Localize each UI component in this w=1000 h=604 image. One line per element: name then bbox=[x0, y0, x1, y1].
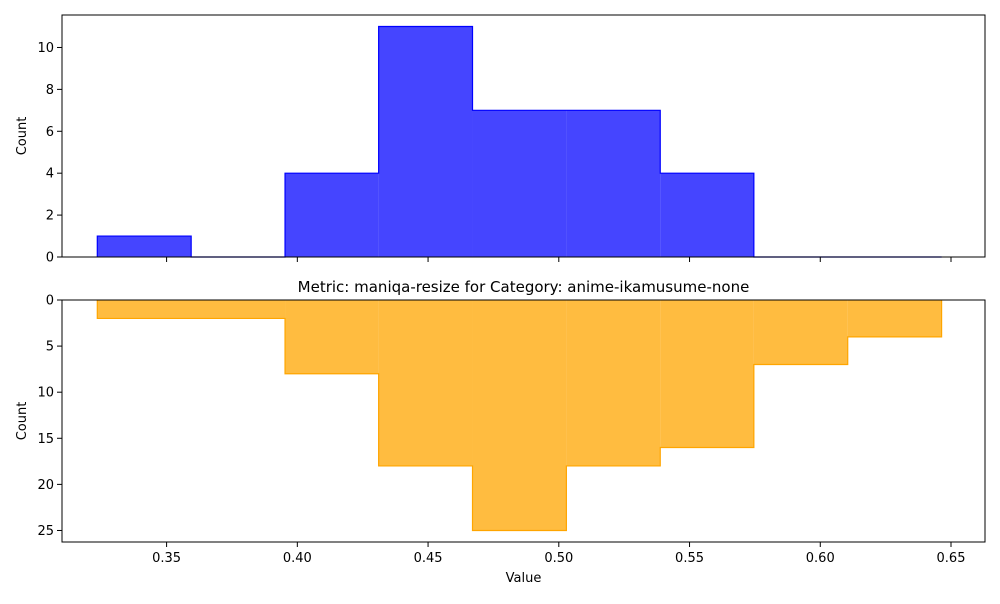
y-tick-label: 6 bbox=[46, 125, 54, 140]
x-tick-label: 0.65 bbox=[937, 551, 966, 566]
x-tick-label: 0.40 bbox=[283, 551, 312, 566]
histogram-bar bbox=[378, 300, 473, 466]
top-histogram-bars bbox=[96, 25, 942, 258]
histogram-step-outline bbox=[96, 300, 943, 532]
y-tick-label: 10 bbox=[37, 41, 54, 56]
bottom-y-ticks: 0 5 10 15 20 25 bbox=[37, 294, 62, 539]
y-tick-label: 0 bbox=[46, 251, 54, 266]
histogram-bar bbox=[660, 300, 754, 448]
y-tick-label: 5 bbox=[46, 340, 54, 355]
bottom-y-axis-label: Count bbox=[15, 402, 30, 441]
bottom-x-axis-label: Value bbox=[506, 571, 542, 586]
top-histogram-panel: 0 2 4 6 8 10 Count bbox=[15, 14, 986, 266]
bottom-x-ticks: 0.35 0.40 0.45 0.50 0.55 0.60 0.65 bbox=[152, 542, 965, 566]
histogram-bar bbox=[97, 300, 286, 319]
y-tick-label: 15 bbox=[37, 432, 54, 447]
y-tick-label: 0 bbox=[46, 294, 54, 309]
histogram-bar bbox=[285, 300, 379, 374]
x-tick-label: 0.50 bbox=[544, 551, 573, 566]
histogram-bar bbox=[566, 110, 661, 257]
y-tick-label: 10 bbox=[37, 386, 54, 401]
y-tick-label: 4 bbox=[46, 167, 54, 182]
top-y-axis-label: Count bbox=[15, 117, 30, 156]
histogram-bar bbox=[472, 300, 567, 531]
bottom-chart-title: Metric: maniqa-resize for Category: anim… bbox=[298, 278, 750, 296]
histogram-bar bbox=[847, 300, 942, 337]
histogram-bar bbox=[753, 300, 848, 365]
y-tick-label: 20 bbox=[37, 478, 54, 493]
x-tick-label: 0.45 bbox=[414, 551, 443, 566]
bottom-plot-frame bbox=[61, 299, 986, 543]
y-tick-label: 8 bbox=[46, 83, 54, 98]
top-x-ticks bbox=[166, 257, 952, 262]
x-tick-label: 0.60 bbox=[806, 551, 835, 566]
bottom-histogram-bars bbox=[96, 300, 943, 532]
top-plot-frame bbox=[61, 14, 986, 258]
histogram-bar bbox=[566, 300, 661, 466]
histogram-bar bbox=[660, 173, 754, 257]
x-tick-label: 0.55 bbox=[675, 551, 704, 566]
top-y-ticks: 0 2 4 6 8 10 bbox=[37, 41, 62, 266]
histogram-bar bbox=[97, 236, 192, 257]
y-tick-label: 25 bbox=[37, 524, 54, 539]
histogram-bar bbox=[285, 173, 379, 257]
y-tick-label: 2 bbox=[46, 209, 54, 224]
x-tick-label: 0.35 bbox=[152, 551, 181, 566]
histogram-bar bbox=[472, 110, 567, 257]
histogram-step-outline bbox=[96, 25, 942, 258]
histogram-bar bbox=[378, 26, 473, 258]
